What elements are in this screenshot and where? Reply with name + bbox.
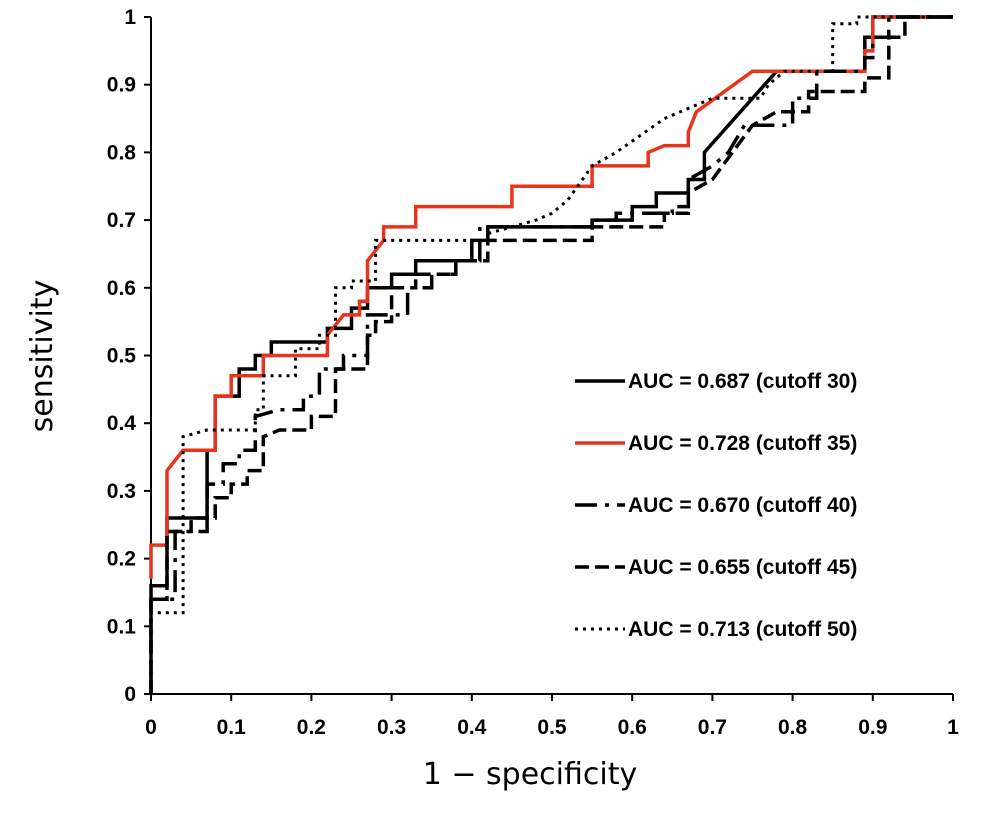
x-tick-label: 0: [145, 716, 157, 739]
y-tick-label: 1: [124, 6, 136, 29]
roc-curve-4: [149, 15, 953, 694]
y-tick-label: 0.8: [107, 141, 137, 164]
x-tick-label: 0.3: [377, 716, 406, 739]
legend-label-3: AUC = 0.670 (cutoff 40): [628, 494, 857, 517]
legend-label-2: AUC = 0.728 (cutoff 35): [628, 432, 857, 455]
legend-label-5: AUC = 0.713 (cutoff 50): [628, 618, 857, 641]
y-tick-label: 0.1: [107, 615, 137, 638]
y-tick-label: 0.6: [107, 277, 136, 300]
x-tick-label: 1: [947, 716, 959, 739]
plot-area: [144, 15, 954, 701]
y-tick-label: 0.2: [107, 548, 136, 571]
x-tick-label: 0.6: [618, 716, 647, 739]
y-tick-label: 0: [124, 683, 136, 706]
x-tick-label: 0.1: [217, 716, 247, 739]
y-tick-label: 0.5: [107, 345, 137, 368]
legend: AUC = 0.687 (cutoff 30) AUC = 0.728 (cuto…: [575, 370, 857, 641]
legend-label-4: AUC = 0.655 (cutoff 45): [628, 556, 857, 579]
x-tick-label: 0.5: [537, 716, 567, 739]
y-tick-label: 0.4: [107, 412, 137, 435]
y-tick-label: 0.9: [107, 74, 136, 97]
x-tick-label: 0.8: [778, 716, 808, 739]
x-axis-title: 1 − specificity: [423, 757, 638, 792]
y-axis-title: sensitivity: [25, 280, 60, 433]
x-tick-label: 0.2: [297, 716, 326, 739]
legend-label-1: AUC = 0.687 (cutoff 30): [628, 370, 857, 393]
x-tick-label: 0.9: [858, 716, 887, 739]
x-tick-label: 0.7: [698, 716, 727, 739]
roc-curve-2: [149, 15, 953, 579]
y-tick-label: 0.7: [107, 209, 136, 232]
tick-labels: 0 0.1 0.2 0.3 0.4 0.5 0.6 0.7 0.8 0.9 1 0 0.1 0.2 0.3 0…: [107, 6, 959, 739]
roc-curve-3: [149, 15, 953, 694]
y-tick-label: 0.3: [107, 480, 136, 503]
x-tick-label: 0.4: [457, 716, 487, 739]
